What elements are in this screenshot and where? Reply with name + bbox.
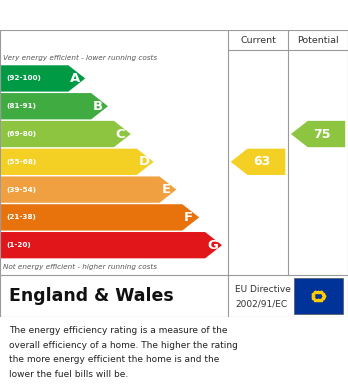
Text: Energy Efficiency Rating: Energy Efficiency Rating bbox=[9, 8, 211, 23]
Text: 2002/91/EC: 2002/91/EC bbox=[235, 299, 287, 308]
Text: F: F bbox=[184, 211, 193, 224]
Text: Very energy efficient - lower running costs: Very energy efficient - lower running co… bbox=[3, 55, 157, 61]
Polygon shape bbox=[1, 65, 85, 91]
Text: B: B bbox=[93, 100, 103, 113]
Polygon shape bbox=[291, 121, 345, 147]
Bar bbox=[294, 278, 343, 314]
Text: (69-80): (69-80) bbox=[6, 131, 37, 137]
Text: D: D bbox=[139, 155, 150, 168]
Text: Not energy efficient - higher running costs: Not energy efficient - higher running co… bbox=[3, 264, 157, 271]
Text: (1-20): (1-20) bbox=[6, 242, 31, 248]
Text: Current: Current bbox=[240, 36, 276, 45]
Text: A: A bbox=[70, 72, 80, 85]
Text: overall efficiency of a home. The higher the rating: overall efficiency of a home. The higher… bbox=[9, 341, 238, 350]
Text: (55-68): (55-68) bbox=[6, 159, 37, 165]
Polygon shape bbox=[1, 232, 222, 258]
Text: (21-38): (21-38) bbox=[6, 214, 36, 221]
Text: G: G bbox=[207, 239, 218, 252]
Text: (81-91): (81-91) bbox=[6, 103, 36, 109]
Polygon shape bbox=[1, 204, 199, 231]
Text: (92-100): (92-100) bbox=[6, 75, 41, 81]
Text: lower the fuel bills will be.: lower the fuel bills will be. bbox=[9, 370, 128, 379]
Text: 63: 63 bbox=[253, 155, 270, 168]
Text: the more energy efficient the home is and the: the more energy efficient the home is an… bbox=[9, 355, 219, 364]
Text: (39-54): (39-54) bbox=[6, 187, 36, 193]
Text: C: C bbox=[116, 127, 125, 140]
Polygon shape bbox=[1, 149, 153, 175]
Polygon shape bbox=[1, 176, 176, 203]
Polygon shape bbox=[231, 149, 285, 175]
Text: EU Directive: EU Directive bbox=[235, 285, 291, 294]
Polygon shape bbox=[1, 121, 131, 147]
Text: The energy efficiency rating is a measure of the: The energy efficiency rating is a measur… bbox=[9, 326, 227, 335]
Text: E: E bbox=[161, 183, 171, 196]
Text: Potential: Potential bbox=[297, 36, 339, 45]
Text: 75: 75 bbox=[313, 127, 330, 140]
Text: England & Wales: England & Wales bbox=[9, 287, 173, 305]
Polygon shape bbox=[1, 93, 108, 119]
